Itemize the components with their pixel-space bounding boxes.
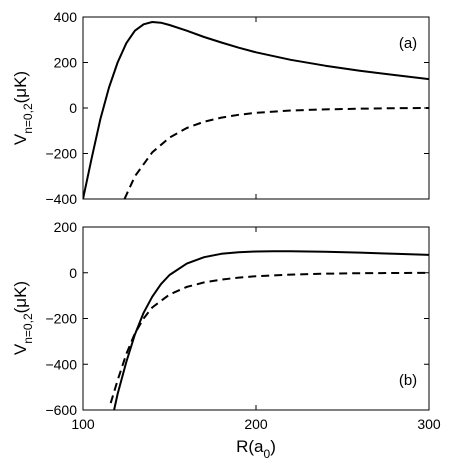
y-tick-label: −400	[45, 191, 77, 207]
x-tick-label: 300	[417, 416, 441, 432]
y-tick-label: −400	[45, 356, 77, 372]
y-tick-label: −600	[45, 402, 77, 418]
dashed-series-line	[109, 271, 429, 404]
y-axis-label: Vn=0,2(μK)	[11, 281, 35, 355]
dashed-series-line	[123, 107, 429, 199]
x-tick-label: 200	[244, 416, 268, 432]
y-tick-label: 400	[54, 9, 78, 25]
y-tick-label: 0	[69, 100, 77, 116]
panel-label: (b)	[399, 372, 417, 389]
series-group	[109, 250, 429, 410]
panel-label: (a)	[399, 35, 417, 52]
y-tick-label: 200	[54, 55, 78, 71]
y-axis-label: Vn=0,2(μK)	[11, 71, 35, 145]
series-group	[83, 21, 429, 199]
plot-frame	[82, 226, 430, 411]
y-tick-label: −200	[45, 311, 77, 327]
y-tick-label: 0	[69, 265, 77, 281]
x-axis-label: R(a0)	[236, 437, 276, 461]
x-tick-label: 100	[71, 416, 95, 432]
solid-series-line	[83, 21, 429, 199]
solid-series-line	[113, 250, 429, 410]
y-tick-label: −200	[45, 146, 77, 162]
panel-b: −600 −400 −200 0 200 100 200 300 (b) Vn=0,2(μK) R(…	[11, 219, 441, 461]
panel-a: −400 −200 0 200 400 (a) Vn=0,2(μK)	[11, 9, 430, 207]
y-tick-label: 200	[54, 219, 78, 235]
